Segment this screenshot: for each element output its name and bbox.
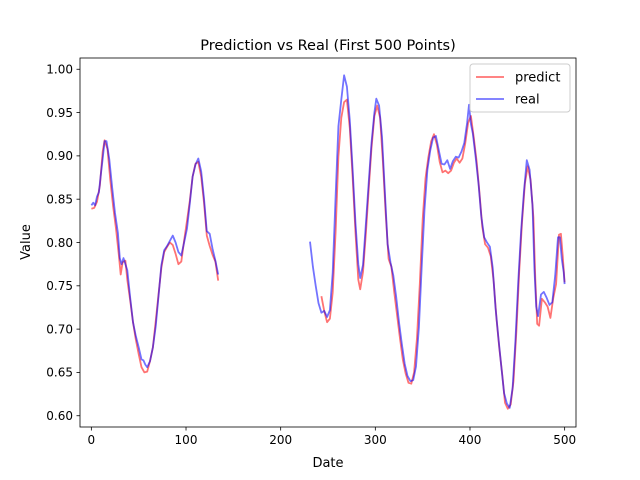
series-line-real-segment-1	[90, 140, 220, 369]
series-line-predict-segment-2	[320, 98, 566, 410]
y-tick-label: 1.00	[46, 63, 73, 77]
chart-title: Prediction vs Real (First 500 Points)	[200, 38, 456, 54]
y-tick-label: 0.70	[46, 322, 73, 336]
legend-label-predict: predict	[515, 71, 560, 86]
y-tick-label: 0.75	[46, 279, 73, 293]
y-tick-label: 0.65	[46, 366, 73, 380]
x-tick-label: 0	[88, 433, 96, 447]
x-tick-label: 300	[364, 433, 387, 447]
y-tick-label: 0.60	[46, 409, 73, 423]
series-line-real-segment-2	[309, 74, 566, 409]
axes-layer: 0 100 200 300 400 500 0.60 0.65 0.70 0.75 0.80 0.85…	[46, 57, 577, 447]
x-tick-label: 200	[269, 433, 292, 447]
series-layer	[90, 74, 566, 410]
x-tick-label: 400	[459, 433, 482, 447]
legend-box	[469, 63, 571, 113]
legend-label-real: real	[515, 93, 540, 108]
x-tick-label: 100	[175, 433, 198, 447]
x-axis-label: Date	[312, 456, 343, 471]
x-tick-label: 500	[553, 433, 576, 447]
y-tick-label: 0.85	[46, 192, 73, 206]
legend: predict real	[469, 63, 571, 113]
y-tick-label: 0.90	[46, 149, 73, 163]
y-axis-label: Value	[19, 224, 34, 260]
y-tick-label: 0.80	[46, 236, 73, 250]
y-tick-label: 0.95	[46, 106, 73, 120]
